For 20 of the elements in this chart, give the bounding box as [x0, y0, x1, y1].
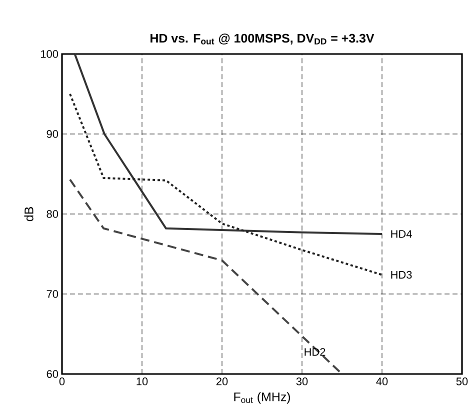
y-tick-label: 80	[46, 210, 58, 218]
x-tick-label: 10	[136, 378, 148, 386]
x-tick-label: 20	[216, 378, 228, 386]
x-tick-label: 40	[376, 378, 388, 386]
x-tick-label: 0	[59, 378, 65, 386]
line-series	[69, 92, 383, 276]
line-series	[74, 52, 383, 235]
line-series	[69, 178, 343, 375]
y-tick-label: 60	[46, 370, 58, 378]
x-tick-label: 50	[456, 378, 468, 386]
series-label: HD4	[391, 230, 412, 238]
chart-title: HD vs. F$_{out}$ @ 100MSPS, DV$_{DD}$ = +3.3V	[150, 34, 374, 44]
series-label: HD2	[304, 348, 326, 356]
y-axis-title: dB	[24, 207, 34, 222]
series-label: HD3	[391, 270, 412, 279]
y-tick-label: 100	[41, 50, 58, 58]
x-axis-title: F$_{out}$ (MHz)	[234, 392, 290, 404]
x-tick-label: 30	[296, 378, 308, 386]
y-tick-label: 70	[46, 290, 58, 298]
y-tick-label: 90	[46, 130, 58, 138]
